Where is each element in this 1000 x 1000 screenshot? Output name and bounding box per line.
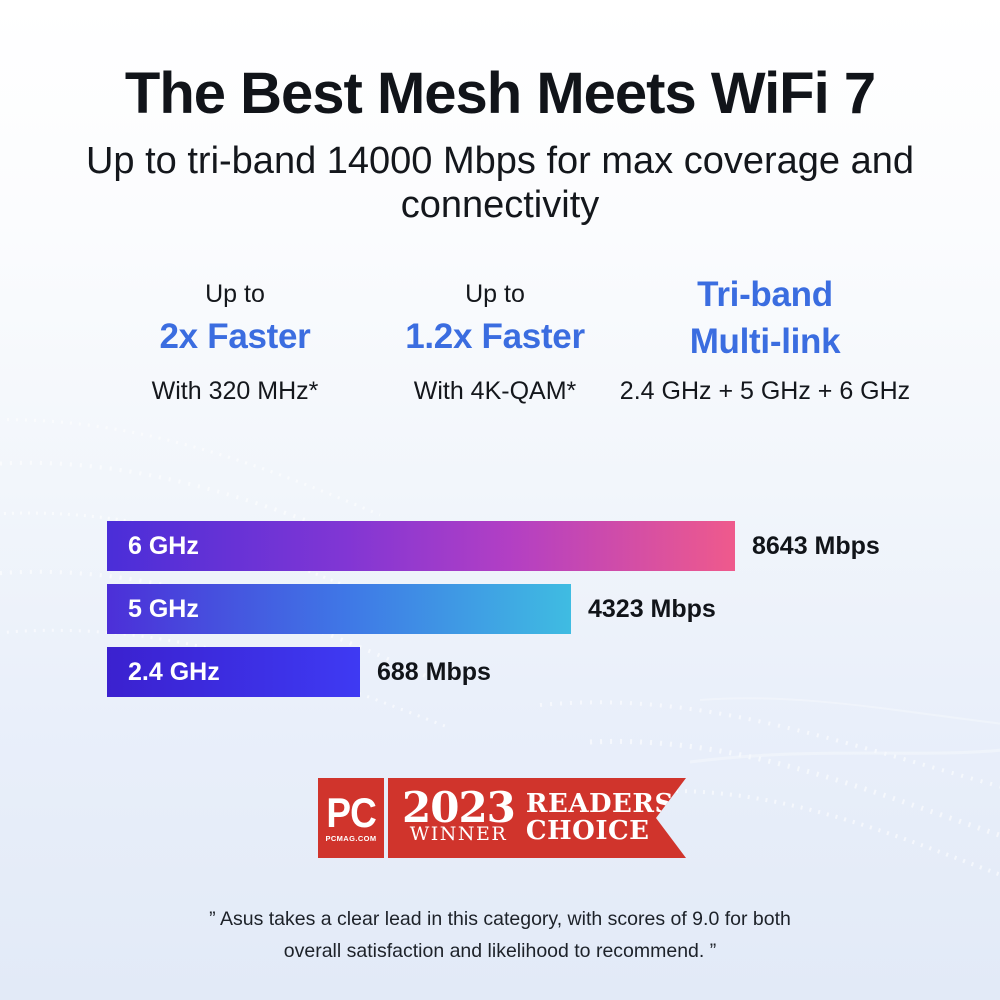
bar-label: 2.4 GHz xyxy=(128,657,220,686)
page-title: The Best Mesh Meets WiFi 7 xyxy=(124,61,876,126)
award-ribbon: 2023 WINNER READERS’ CHOICE xyxy=(388,778,686,858)
page-subtitle: Up to tri-band 14000 Mbps for max covera… xyxy=(85,140,915,226)
award-year: 2023 xyxy=(402,782,515,832)
award-winner-label: WINNER xyxy=(409,823,508,846)
bandwidth-bar-chart: 6 GHz 8643 Mbps 5 GHz 4323 Mbps 2.4 GHz … xyxy=(107,521,987,710)
bar-24ghz: 2.4 GHz xyxy=(107,647,360,697)
bar-value: 688 Mbps xyxy=(377,657,491,686)
pcmag-logo-text: PC xyxy=(326,788,376,836)
award-year-block: 2023 WINNER xyxy=(402,791,515,845)
feature-headline-line2: Multi-link xyxy=(689,322,841,361)
feature-triband: Tri-band Multi-link 2.4 GHz + 5 GHz + 6 … xyxy=(615,275,915,420)
bar-label: 6 GHz xyxy=(128,531,199,560)
bar-6ghz: 6 GHz xyxy=(107,521,735,571)
pcmag-logo: PC PCMAG.COM xyxy=(318,778,384,858)
feature-prefix: Up to xyxy=(465,280,525,308)
award-title-line2: CHOICE xyxy=(525,816,650,846)
feature-320mhz: Up to 2x Faster With 320 MHz* xyxy=(85,280,385,420)
feature-prefix: Up to xyxy=(205,280,265,308)
feature-4kqam: Up to 1.2x Faster With 4K-QAM* xyxy=(345,280,645,420)
award-title-line1: READERS’ xyxy=(525,788,684,819)
bar-label: 5 GHz xyxy=(128,594,199,623)
feature-headline: 1.2x Faster xyxy=(405,317,585,356)
bar-value: 4323 Mbps xyxy=(588,594,716,623)
bar-5ghz: 5 GHz xyxy=(107,584,571,634)
feature-headline: 2x Faster xyxy=(159,317,311,356)
feature-detail: With 4K-QAM* xyxy=(413,377,577,405)
feature-detail: 2.4 GHz + 5 GHz + 6 GHz xyxy=(619,377,911,405)
feature-detail: With 320 MHz* xyxy=(151,377,319,405)
pcmag-award-badge: PC PCMAG.COM 2023 WINNER READERS’ CHOICE xyxy=(318,778,686,858)
award-title-block: READERS’ CHOICE xyxy=(526,791,683,846)
review-quote: ” Asus takes a clear lead in this catego… xyxy=(209,908,791,963)
feature-headline-line1: Tri-band xyxy=(697,275,833,314)
feature-headline: Tri-band Multi-link xyxy=(615,271,915,365)
bar-row-24ghz: 2.4 GHz 688 Mbps xyxy=(107,647,987,697)
bar-value: 8643 Mbps xyxy=(752,531,880,560)
bar-row-6ghz: 6 GHz 8643 Mbps xyxy=(107,521,987,571)
bar-row-5ghz: 5 GHz 4323 Mbps xyxy=(107,584,987,634)
pcmag-logo-sub: PCMAG.COM xyxy=(325,834,377,844)
